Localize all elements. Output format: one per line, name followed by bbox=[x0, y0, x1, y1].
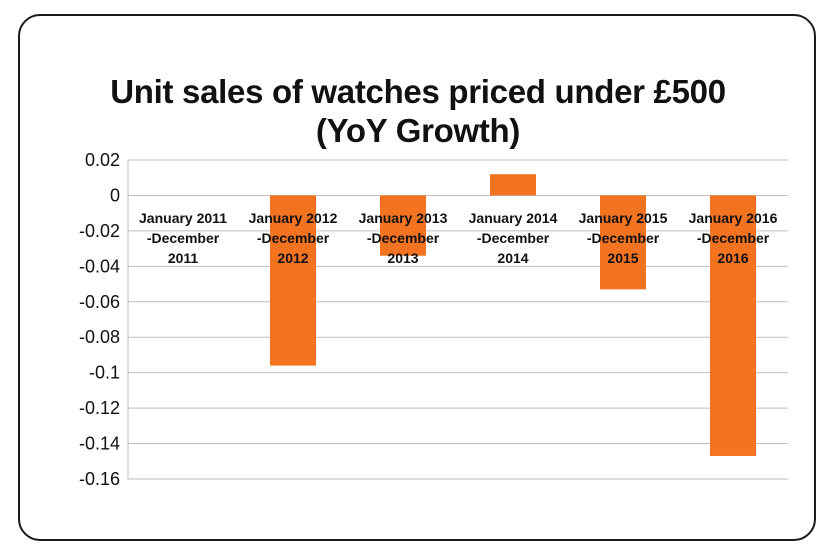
category-label: 2011 bbox=[168, 250, 199, 266]
y-tick-label: -0.1 bbox=[89, 363, 120, 383]
category-label: January 2013 bbox=[359, 210, 448, 226]
category-label: -December bbox=[587, 230, 660, 246]
category-label: -December bbox=[257, 230, 330, 246]
y-tick-label: -0.12 bbox=[79, 398, 120, 418]
chart-title: Unit sales of watches priced under £500 … bbox=[0, 72, 836, 150]
category-label: January 2016 bbox=[689, 210, 778, 226]
chart-title-line-1: Unit sales of watches priced under £500 bbox=[110, 73, 726, 110]
y-tick-label: 0.02 bbox=[85, 150, 120, 170]
category-label: 2013 bbox=[387, 250, 418, 266]
category-label: 2012 bbox=[277, 250, 308, 266]
category-label: -December bbox=[697, 230, 770, 246]
category-label: January 2012 bbox=[249, 210, 338, 226]
gridlines bbox=[127, 159, 788, 480]
chart-frame bbox=[18, 14, 816, 541]
y-tick-label: -0.04 bbox=[79, 256, 120, 276]
y-tick-label: -0.06 bbox=[79, 292, 120, 312]
category-label: January 2015 bbox=[579, 210, 668, 226]
chart-title-line-2: (YoY Growth) bbox=[315, 112, 521, 149]
y-tick-label: -0.14 bbox=[79, 434, 120, 454]
category-label: 2014 bbox=[497, 250, 528, 266]
category-label: 2015 bbox=[607, 250, 638, 266]
category-label: 2016 bbox=[717, 250, 748, 266]
category-label: -December bbox=[147, 230, 220, 246]
category-label: -December bbox=[367, 230, 440, 246]
bar bbox=[380, 195, 426, 256]
category-label: January 2014 bbox=[469, 210, 558, 226]
bar bbox=[490, 174, 536, 196]
y-axis-ticks: 0.02 0 -0.02 -0.04 -0.06 -0.08 -0.1 -0.12 -0.14 -… bbox=[79, 150, 120, 489]
bar bbox=[600, 195, 646, 290]
y-tick-label: -0.16 bbox=[79, 469, 120, 489]
bar bbox=[270, 195, 316, 366]
y-tick-label: 0 bbox=[110, 185, 120, 205]
category-labels: January 2011 -December 2011 January 2012 -De… bbox=[139, 210, 778, 266]
y-tick-label: -0.08 bbox=[79, 327, 120, 347]
category-label: January 2011 bbox=[139, 210, 227, 226]
category-label: -December bbox=[477, 230, 550, 246]
bar bbox=[710, 195, 756, 456]
y-tick-label: -0.02 bbox=[79, 221, 120, 241]
bars bbox=[270, 174, 756, 456]
